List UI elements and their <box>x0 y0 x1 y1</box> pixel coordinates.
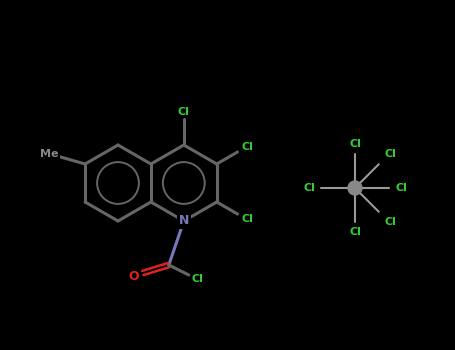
Text: Cl: Cl <box>242 214 253 224</box>
Text: Cl: Cl <box>349 139 361 149</box>
Text: N: N <box>179 215 189 228</box>
Circle shape <box>348 181 362 195</box>
Text: Cl: Cl <box>242 142 253 152</box>
Text: Cl: Cl <box>395 183 407 193</box>
Text: O: O <box>128 270 139 282</box>
Text: Cl: Cl <box>385 149 397 159</box>
Text: Cl: Cl <box>303 183 315 193</box>
Text: Cl: Cl <box>385 217 397 227</box>
Text: Cl: Cl <box>178 107 190 117</box>
Text: Cl: Cl <box>192 274 204 284</box>
Text: Me: Me <box>40 149 58 159</box>
Text: Cl: Cl <box>349 227 361 237</box>
